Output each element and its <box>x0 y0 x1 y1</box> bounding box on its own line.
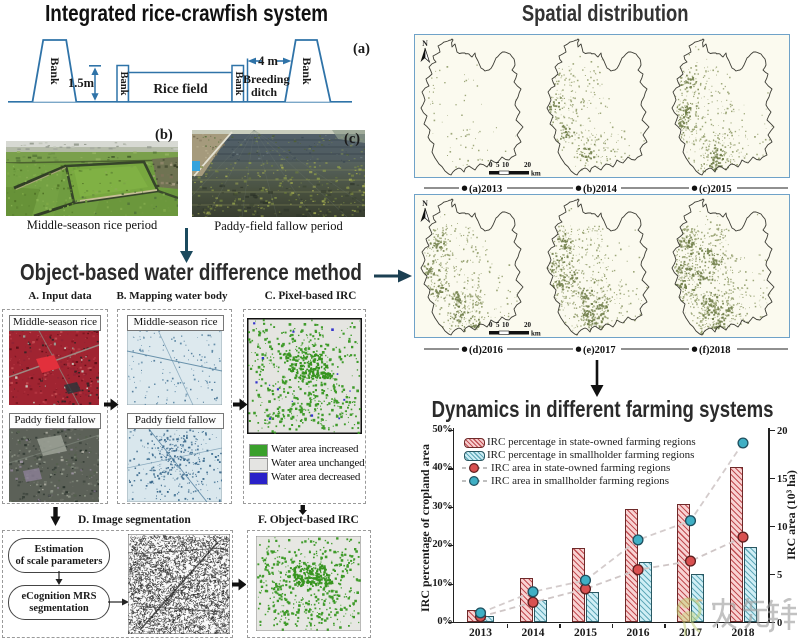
svg-text:5: 5 <box>496 321 500 329</box>
svg-text:(d)2016: (d)2016 <box>469 345 503 355</box>
svg-text:10: 10 <box>502 161 510 169</box>
svg-text:N: N <box>422 199 428 208</box>
svg-text:km: km <box>531 170 541 177</box>
svg-text:(a)2013: (a)2013 <box>469 184 502 194</box>
svg-text:5: 5 <box>496 161 500 169</box>
svg-text:km: km <box>531 330 541 337</box>
svg-text:20: 20 <box>524 321 532 329</box>
svg-text:(c)2015: (c)2015 <box>699 184 732 194</box>
svg-text:0: 0 <box>489 161 493 169</box>
svg-text:(f)2018: (f)2018 <box>699 345 731 355</box>
svg-text:N: N <box>422 39 428 48</box>
svg-text:20: 20 <box>524 161 532 169</box>
svg-text:10: 10 <box>502 321 510 329</box>
svg-text:(b)2014: (b)2014 <box>583 184 618 194</box>
svg-text:0: 0 <box>489 321 493 329</box>
svg-text:(e)2017: (e)2017 <box>583 345 616 355</box>
